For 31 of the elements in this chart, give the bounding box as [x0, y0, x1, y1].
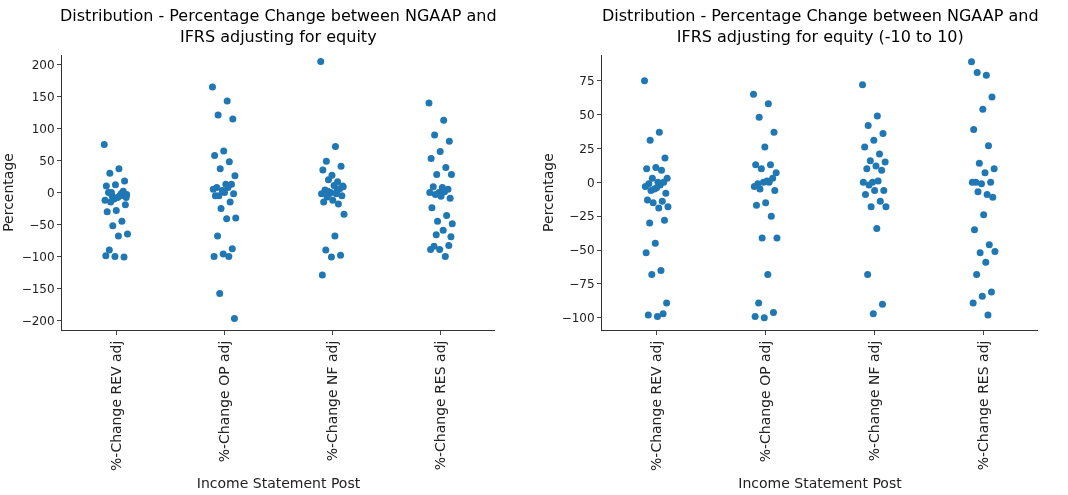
y-tick-label: 50 [579, 107, 595, 122]
x-tick-label: %-Change NF adj [866, 340, 883, 462]
y-tick-label: 150 [31, 89, 55, 104]
y-tick-label: −200 [21, 313, 55, 328]
y-tick-label: 75 [579, 73, 595, 88]
chart-title: Distribution - Percentage Change between NGAAP and IFRS adjusting for equity (-10 to 10) [602, 6, 1039, 46]
y-tick-label: −100 [561, 311, 595, 326]
y-tick-label: −25 [569, 209, 595, 224]
y-tick-label: −150 [21, 281, 55, 296]
y-axis-title: Percentage [540, 153, 557, 232]
x-tick-label: %-Change REV adj [648, 340, 665, 471]
y-tick-label: −50 [569, 243, 595, 258]
x-tick-label: %-Change NF adj [324, 340, 341, 462]
x-tick-label: %-Change REV adj [107, 340, 124, 471]
y-axis-title: Percentage [0, 153, 17, 232]
y-tick-label: 0 [586, 175, 595, 190]
y-tick-label: 100 [31, 121, 55, 136]
y-tick-label: 0 [46, 185, 55, 200]
x-axis-title: Income Statement Post [196, 475, 361, 492]
x-tick-label: %-Change OP adj [757, 340, 774, 463]
x-axis-title: Income Statement Post [738, 475, 903, 492]
x-tick-label: %-Change RES adj [975, 340, 992, 471]
x-tick-label: %-Change RES adj [432, 340, 449, 471]
y-tick-label: −75 [569, 277, 595, 292]
chart-title: Distribution - Percentage Change between NGAAP and IFRS adjusting for equity [60, 6, 497, 46]
x-tick-label: %-Change OP adj [215, 340, 232, 463]
y-tick-label: −100 [21, 249, 55, 264]
y-tick-label: −50 [29, 217, 55, 232]
y-tick-label: 50 [39, 153, 55, 168]
y-tick-label: 200 [31, 57, 55, 72]
y-tick-label: 25 [579, 141, 595, 156]
